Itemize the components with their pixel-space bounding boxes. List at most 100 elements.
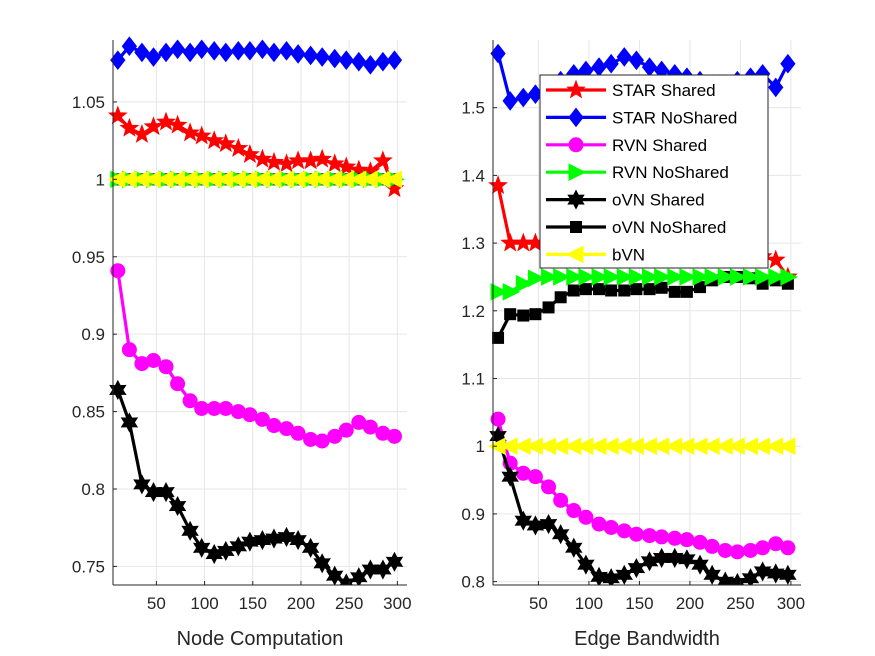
data-point-ovn-shared bbox=[551, 524, 570, 545]
data-point-star-noshared bbox=[206, 41, 222, 61]
data-point-ovn-shared bbox=[168, 495, 187, 517]
legend-marker-bvn bbox=[565, 245, 584, 264]
data-point-star-noshared bbox=[145, 47, 162, 67]
data-point-rvn-shared bbox=[362, 419, 378, 435]
data-point-star-shared bbox=[167, 114, 188, 134]
legend: STAR Shared STAR NoShared RVN Shared RVN No… bbox=[539, 74, 769, 269]
data-point-star-noshared bbox=[290, 44, 306, 64]
x-tick-label: 100 bbox=[190, 594, 218, 613]
data-point-rvn-shared bbox=[145, 352, 161, 368]
data-point-rvn-noshared bbox=[553, 268, 571, 286]
y-tick-label: 1.3 bbox=[461, 234, 485, 253]
data-point-star-noshared bbox=[502, 91, 518, 111]
data-point-ovn-shared bbox=[120, 412, 139, 433]
y-tick-label: 1 bbox=[476, 437, 485, 456]
y-tick-label: 1.1 bbox=[461, 370, 485, 389]
data-point-star-noshared bbox=[351, 51, 367, 72]
data-point-star-shared bbox=[324, 153, 345, 173]
data-point-ovn-shared bbox=[577, 554, 595, 575]
y-tick-label: 1 bbox=[96, 170, 105, 189]
data-point-ovn-shared bbox=[767, 563, 785, 584]
legend-label: oVN NoShared bbox=[612, 218, 726, 237]
legend-marker-rvn-shared bbox=[568, 137, 584, 153]
data-point-rvn-shared bbox=[266, 418, 282, 434]
data-point-ovn-shared bbox=[277, 526, 296, 548]
data-point-star-shared bbox=[204, 130, 225, 150]
legend-label: oVN Shared bbox=[612, 191, 705, 210]
data-point-rvn-shared bbox=[170, 376, 186, 392]
data-point-rvn-shared bbox=[314, 433, 330, 449]
data-point-star-shared bbox=[765, 249, 786, 269]
data-point-ovn-noshared bbox=[643, 283, 656, 296]
data-point-star-shared bbox=[191, 125, 212, 145]
data-point-ovn-noshared bbox=[630, 283, 643, 296]
data-point-ovn-noshared bbox=[593, 283, 606, 296]
x-tick-label: 250 bbox=[335, 594, 363, 613]
data-point-ovn-noshared bbox=[554, 291, 567, 304]
y-tick-label: 0.85 bbox=[72, 403, 105, 422]
data-point-ovn-shared bbox=[157, 482, 175, 503]
data-point-rvn-noshared bbox=[502, 283, 521, 301]
data-point-star-noshared bbox=[338, 50, 354, 70]
data-point-star-noshared bbox=[121, 36, 138, 57]
data-point-rvn-shared bbox=[541, 479, 557, 495]
x-axis-label: Edge Bandwidth bbox=[574, 628, 720, 650]
data-point-rvn-shared bbox=[110, 263, 126, 279]
data-point-rvn-noshared bbox=[679, 268, 698, 286]
data-point-ovn-noshared bbox=[529, 308, 542, 321]
data-point-ovn-shared bbox=[666, 547, 684, 568]
data-point-star-noshared bbox=[362, 54, 379, 75]
data-point-rvn-shared bbox=[121, 342, 137, 358]
data-point-rvn-shared bbox=[182, 393, 198, 409]
y-tick-label: 1.2 bbox=[461, 302, 485, 321]
data-point-rvn-shared bbox=[386, 428, 402, 444]
data-point-ovn-shared bbox=[501, 466, 519, 487]
data-point-rvn-noshared bbox=[628, 268, 647, 286]
x-tick-label: 50 bbox=[529, 594, 548, 613]
y-tick-label: 0.9 bbox=[81, 325, 105, 344]
data-point-ovn-noshared bbox=[542, 301, 555, 314]
data-point-rvn-noshared bbox=[541, 268, 559, 286]
data-point-star-shared bbox=[215, 133, 236, 153]
data-point-star-shared bbox=[239, 144, 260, 164]
data-point-star-noshared bbox=[616, 47, 632, 67]
data-point-rvn-noshared bbox=[743, 268, 761, 286]
data-point-star-noshared bbox=[314, 47, 330, 67]
x-tick-label: 200 bbox=[287, 594, 315, 613]
legend-label: STAR NoShared bbox=[612, 108, 737, 127]
x-axis-label: Node Computation bbox=[177, 628, 344, 650]
data-point-rvn-shared bbox=[194, 400, 210, 416]
x-tick-label: 250 bbox=[726, 594, 754, 613]
data-point-rvn-noshared bbox=[704, 268, 723, 286]
data-point-star-shared bbox=[180, 122, 201, 142]
x-tick-label: 100 bbox=[575, 594, 603, 613]
data-point-ovn-shared bbox=[313, 553, 331, 574]
data-point-star-noshared bbox=[302, 45, 319, 66]
data-point-ovn-shared bbox=[539, 513, 558, 535]
data-point-star-shared bbox=[107, 105, 128, 125]
data-point-star-noshared bbox=[134, 42, 150, 63]
data-point-rvn-shared bbox=[679, 532, 695, 548]
data-point-ovn-noshared bbox=[517, 309, 530, 322]
y-tick-label: 1.4 bbox=[461, 166, 485, 185]
legend-marker-rvn-noshared bbox=[568, 163, 587, 182]
x-tick-label: 300 bbox=[777, 594, 805, 613]
legend-entry-star-noshared: STAR NoShared bbox=[546, 107, 737, 127]
data-point-rvn-shared bbox=[603, 519, 619, 535]
data-point-star-noshared bbox=[375, 51, 391, 72]
data-point-ovn-shared bbox=[565, 537, 583, 558]
legend-entry-rvn-noshared: RVN NoShared bbox=[546, 163, 729, 182]
data-point-star-shared bbox=[143, 116, 164, 136]
data-point-star-noshared bbox=[515, 87, 531, 108]
legend-entry-ovn-shared: oVN Shared bbox=[546, 189, 705, 210]
data-point-rvn-noshared bbox=[603, 268, 622, 286]
data-point-star-noshared bbox=[780, 53, 796, 74]
legend-marker-ovn-shared bbox=[567, 189, 585, 210]
data-point-rvn-noshared bbox=[780, 268, 798, 286]
data-point-ovn-noshared bbox=[579, 283, 592, 296]
data-point-ovn-shared bbox=[716, 571, 734, 585]
data-point-rvn-noshared bbox=[616, 268, 635, 286]
data-point-rvn-shared bbox=[729, 544, 745, 560]
data-point-ovn-noshared bbox=[605, 284, 618, 297]
data-point-ovn-shared bbox=[109, 379, 127, 400]
